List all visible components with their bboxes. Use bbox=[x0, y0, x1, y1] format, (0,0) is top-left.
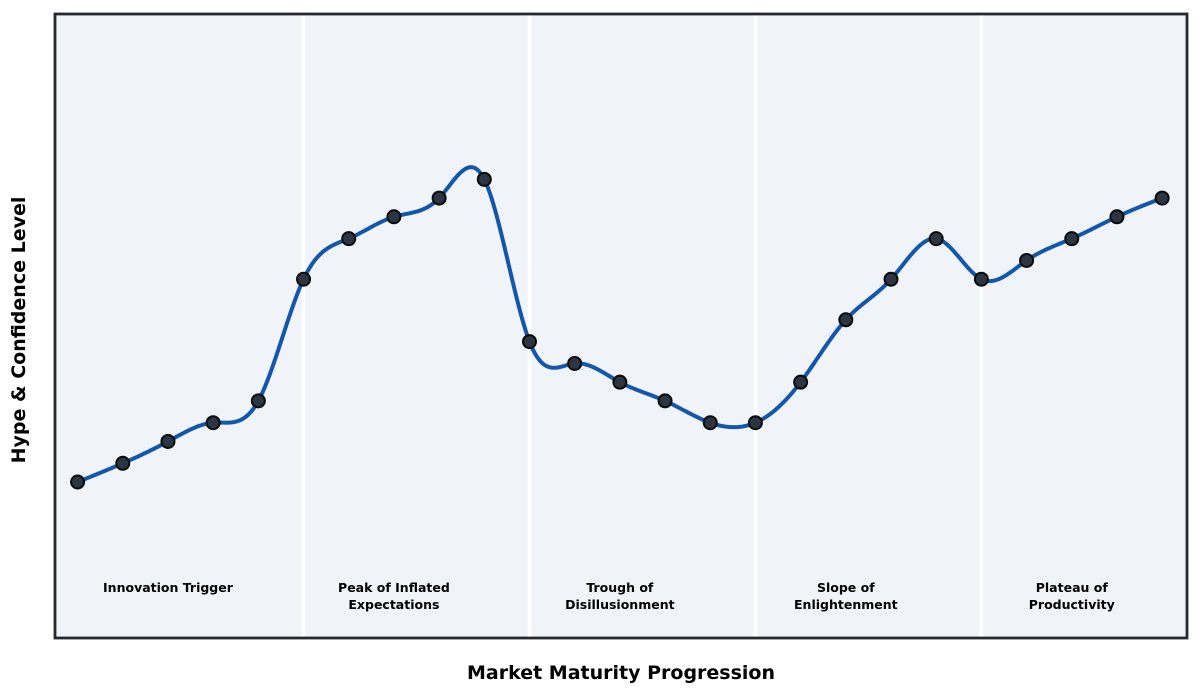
data-point-marker bbox=[838, 312, 854, 328]
data-point-marker bbox=[793, 374, 809, 390]
phase-label-innovation-trigger: Innovation Trigger bbox=[103, 580, 233, 595]
data-point-marker bbox=[115, 455, 131, 471]
data-point-marker bbox=[205, 415, 221, 431]
y-axis-label: Hype & Confidence Level bbox=[8, 196, 30, 464]
data-point-marker bbox=[1109, 209, 1125, 225]
data-point-marker bbox=[747, 415, 763, 431]
data-point-marker bbox=[521, 334, 537, 350]
data-point-marker bbox=[386, 209, 402, 225]
data-point-marker bbox=[1019, 252, 1035, 268]
data-point-marker bbox=[657, 393, 673, 409]
data-point-marker bbox=[70, 474, 86, 490]
data-point-marker bbox=[883, 271, 899, 287]
data-point-marker bbox=[431, 190, 447, 206]
phase-label-slope-of-enlightenment: Slope of Enlightenment bbox=[794, 580, 898, 612]
data-point-marker bbox=[702, 415, 718, 431]
data-point-marker bbox=[476, 171, 492, 187]
data-point-marker bbox=[341, 231, 357, 247]
plot-background bbox=[55, 14, 1187, 638]
x-axis-label: Market Maturity Progression bbox=[466, 662, 776, 684]
data-point-marker bbox=[160, 433, 176, 449]
data-point-marker bbox=[1064, 231, 1080, 247]
phase-label-plateau-of-productivity: Plateau of Productivity bbox=[1028, 580, 1115, 612]
phase-label-peak-of-inflated-expectations: Peak of Inflated Expectations bbox=[338, 580, 450, 612]
data-point-marker bbox=[1154, 190, 1170, 206]
data-point-marker bbox=[928, 231, 944, 247]
data-point-marker bbox=[612, 374, 628, 390]
data-point-marker bbox=[296, 271, 312, 287]
data-point-marker bbox=[567, 355, 583, 371]
data-point-marker bbox=[973, 271, 989, 287]
phase-label-trough-of-disillusionment: Trough of Disillusionment bbox=[565, 580, 675, 612]
data-point-marker bbox=[250, 393, 266, 409]
plot-border bbox=[53, 12, 1189, 640]
